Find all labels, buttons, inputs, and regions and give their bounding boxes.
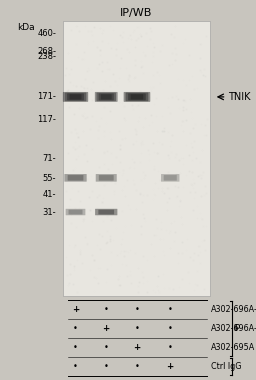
FancyBboxPatch shape [67, 93, 84, 100]
Text: IP: IP [234, 324, 241, 333]
Text: 238-: 238- [37, 52, 56, 61]
FancyBboxPatch shape [66, 209, 86, 215]
FancyBboxPatch shape [131, 94, 143, 100]
FancyBboxPatch shape [126, 93, 148, 101]
Text: •: • [104, 362, 109, 371]
FancyBboxPatch shape [164, 175, 177, 180]
FancyBboxPatch shape [101, 94, 112, 100]
Text: 71-: 71- [43, 154, 56, 163]
FancyBboxPatch shape [69, 210, 82, 214]
FancyBboxPatch shape [128, 93, 146, 100]
FancyBboxPatch shape [65, 174, 87, 182]
Text: +: + [133, 343, 141, 352]
Text: 55-: 55- [43, 174, 56, 183]
Text: 171-: 171- [37, 92, 56, 101]
Text: •: • [168, 324, 173, 333]
FancyBboxPatch shape [96, 174, 117, 182]
Text: +: + [72, 305, 79, 314]
Text: •: • [134, 305, 140, 314]
FancyBboxPatch shape [161, 174, 179, 182]
FancyBboxPatch shape [97, 93, 116, 101]
Text: A302-696A-1: A302-696A-1 [211, 305, 256, 314]
Text: •: • [134, 324, 140, 333]
Text: 460-: 460- [37, 29, 56, 38]
Text: A302-696A-2: A302-696A-2 [211, 324, 256, 333]
FancyBboxPatch shape [63, 92, 88, 102]
FancyBboxPatch shape [124, 92, 150, 102]
Text: 31-: 31- [43, 208, 56, 217]
Text: IP/WB: IP/WB [120, 8, 152, 18]
FancyBboxPatch shape [65, 93, 86, 101]
Text: kDa: kDa [17, 23, 34, 32]
Text: •: • [104, 343, 109, 352]
FancyBboxPatch shape [68, 175, 83, 180]
Text: •: • [168, 343, 173, 352]
Text: Ctrl IgG: Ctrl IgG [211, 362, 242, 371]
Text: +: + [167, 362, 174, 371]
Text: 268-: 268- [37, 47, 56, 56]
Text: A302-695A: A302-695A [211, 343, 255, 352]
Text: •: • [73, 362, 78, 371]
FancyBboxPatch shape [99, 175, 114, 180]
Bar [63, 21, 210, 296]
FancyBboxPatch shape [95, 209, 117, 215]
Text: •: • [73, 343, 78, 352]
Text: 117-: 117- [37, 115, 56, 124]
Text: •: • [104, 305, 109, 314]
FancyBboxPatch shape [98, 210, 114, 214]
Text: +: + [103, 324, 110, 333]
FancyBboxPatch shape [70, 94, 81, 100]
Text: 41-: 41- [43, 190, 56, 200]
Text: •: • [134, 362, 140, 371]
Text: •: • [168, 305, 173, 314]
FancyBboxPatch shape [99, 93, 114, 100]
Text: TNIK: TNIK [228, 92, 250, 102]
FancyBboxPatch shape [95, 92, 118, 102]
Text: •: • [73, 324, 78, 333]
